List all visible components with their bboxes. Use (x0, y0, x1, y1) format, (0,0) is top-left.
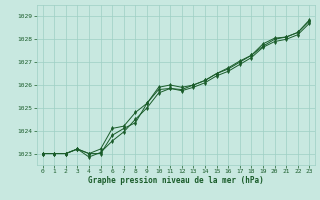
X-axis label: Graphe pression niveau de la mer (hPa): Graphe pression niveau de la mer (hPa) (88, 176, 264, 185)
